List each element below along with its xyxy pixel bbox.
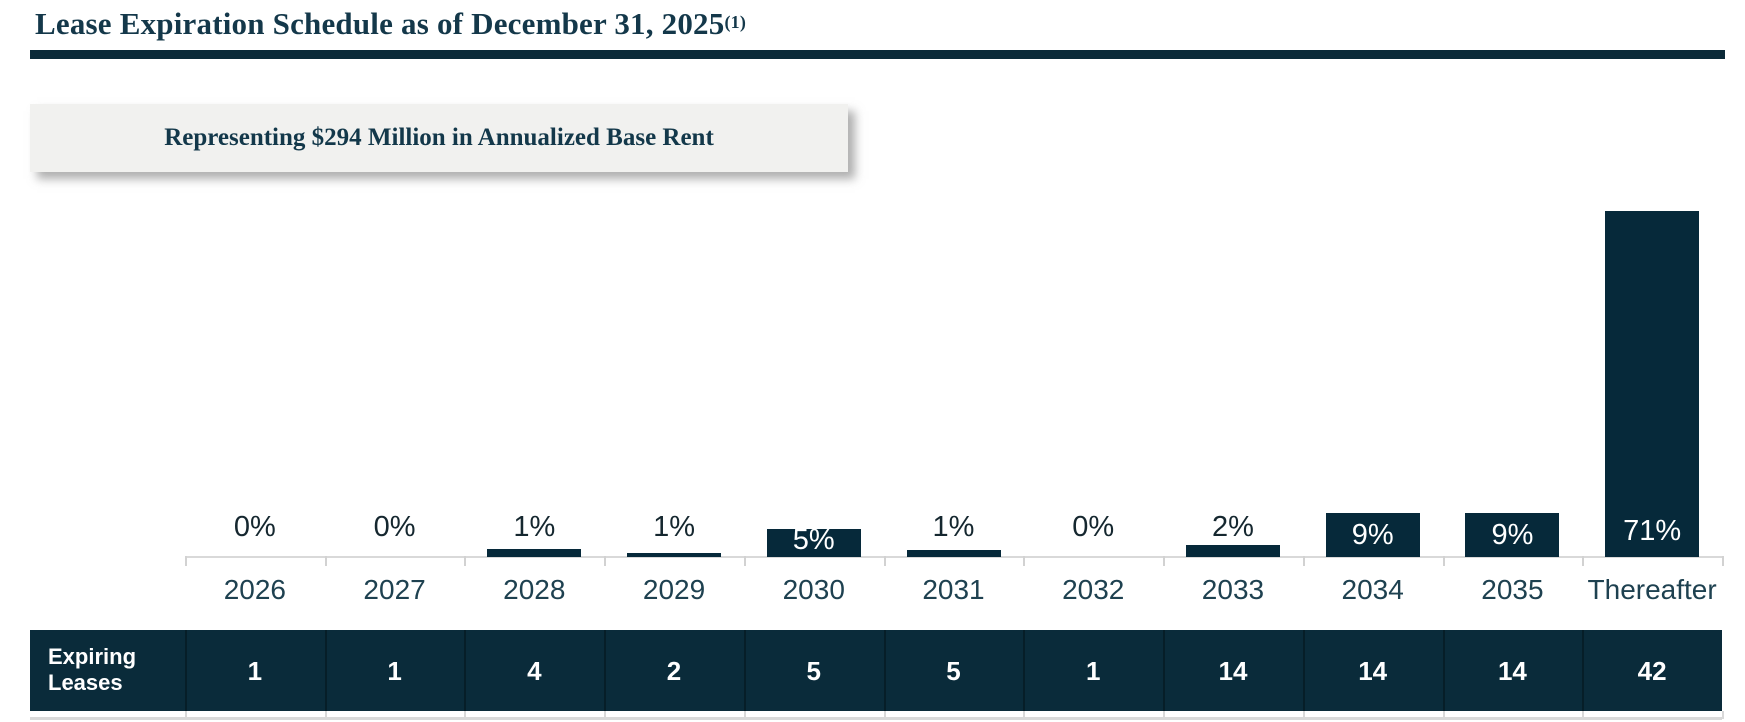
column-separator: [604, 630, 607, 711]
bar-value-label: 1%: [932, 511, 975, 543]
axis-tick: [1582, 556, 1585, 566]
x-axis-line: [185, 556, 1722, 558]
under-band-tick: [1163, 711, 1166, 719]
title-underline: [30, 50, 1725, 59]
bar: [1185, 545, 1280, 557]
column-separator: [1582, 630, 1585, 711]
bar-value-label: 0%: [373, 511, 416, 543]
x-axis-label: 2035: [1481, 574, 1544, 605]
axis-tick: [324, 556, 327, 566]
bar-value-label: 1%: [513, 511, 556, 543]
bar-value-label: 9%: [1351, 519, 1394, 551]
under-band-tick: [1302, 711, 1305, 719]
axis-tick: [1302, 556, 1305, 566]
bar-value-label: 9%: [1491, 519, 1534, 551]
column-separator: [883, 630, 886, 711]
under-band-tick: [743, 711, 746, 719]
bottom-border-line: [30, 717, 1722, 720]
bar: [906, 550, 1001, 557]
axis-tick: [185, 556, 187, 566]
bar: [627, 553, 722, 557]
bar: [766, 529, 861, 557]
row-header: Expiring Leases: [48, 644, 198, 696]
lease-count-cell: 1: [1085, 656, 1101, 686]
axis-tick: [883, 556, 886, 566]
x-axis-label: 2032: [1062, 574, 1125, 605]
lease-count-cell: 14: [1358, 656, 1388, 686]
lease-count-cell: 14: [1497, 656, 1527, 686]
row-header-line2: Leases: [48, 670, 123, 695]
lease-count-cell: 14: [1218, 656, 1248, 686]
lease-count-cell: 1: [387, 656, 402, 686]
bar-value-label: 5%: [792, 524, 835, 556]
column-separator: [1163, 630, 1166, 711]
bar: [1325, 513, 1420, 557]
column-separator: [1442, 630, 1445, 711]
axis-tick: [604, 556, 607, 566]
column-separator: [324, 630, 327, 711]
axis-tick: [1163, 556, 1166, 566]
bar-value-label: 0%: [233, 511, 276, 543]
bar: [487, 549, 582, 557]
axis-tick: [743, 556, 746, 566]
column-separator: [185, 630, 187, 711]
column-separator: [1023, 630, 1026, 711]
bar: [1465, 513, 1560, 557]
lease-count-cell: 2: [666, 656, 682, 686]
expiring-leases-band: Expiring Leases 1 1 4 2 5 5 1 14 14 14 42: [30, 630, 1722, 711]
page-title: Lease Expiration Schedule as of December…: [35, 6, 746, 42]
lease-count-cell: 5: [806, 656, 821, 686]
title-footnote-marker: (1): [724, 12, 747, 32]
axis-tick: [1442, 556, 1445, 566]
bar-value-label: 2%: [1211, 511, 1254, 543]
column-separator: [464, 630, 467, 711]
lease-count-cell: 42: [1637, 656, 1667, 686]
lease-count-cell: 1: [247, 656, 263, 686]
under-band-tick: [883, 711, 886, 719]
lease-count-cell: 5: [946, 656, 961, 686]
bar: [1605, 211, 1700, 557]
under-band-tick: [1023, 711, 1026, 719]
under-band-tick: [604, 711, 607, 719]
under-band-tick: [1582, 711, 1585, 719]
under-band-tick: [185, 711, 187, 719]
column-separator: [743, 630, 746, 711]
x-axis-label: 2027: [363, 574, 426, 605]
callout-box: Representing $294 Million in Annualized …: [30, 104, 848, 172]
x-axis-label: 2030: [782, 574, 845, 605]
x-axis-label: 2029: [642, 574, 706, 605]
x-axis-label: 2034: [1341, 574, 1404, 605]
row-header-line1: Expiring: [48, 644, 137, 669]
x-axis-label: 2031: [922, 574, 985, 605]
page-title-text: Lease Expiration Schedule as of December…: [35, 6, 725, 41]
callout-text: Representing $294 Million in Annualized …: [164, 124, 714, 151]
bar-value-label: 1%: [653, 511, 695, 543]
under-band-tick: [324, 711, 327, 719]
x-axis-label: 2028: [503, 574, 566, 605]
under-band-tick: [1722, 711, 1724, 719]
bar-value-label: 0%: [1072, 511, 1115, 543]
lease-count-cell: 4: [527, 656, 542, 686]
x-axis-label: 2026: [223, 574, 286, 605]
column-separator: [1302, 630, 1305, 711]
under-band-tick: [1442, 711, 1445, 719]
axis-tick: [1023, 556, 1026, 566]
x-axis-label: Thereafter: [1587, 574, 1717, 605]
axis-tick: [1722, 556, 1724, 566]
under-band-tick: [464, 711, 467, 719]
bar-value-label: 71%: [1623, 515, 1682, 547]
x-axis-label: 2033: [1201, 574, 1265, 605]
axis-tick: [464, 556, 467, 566]
